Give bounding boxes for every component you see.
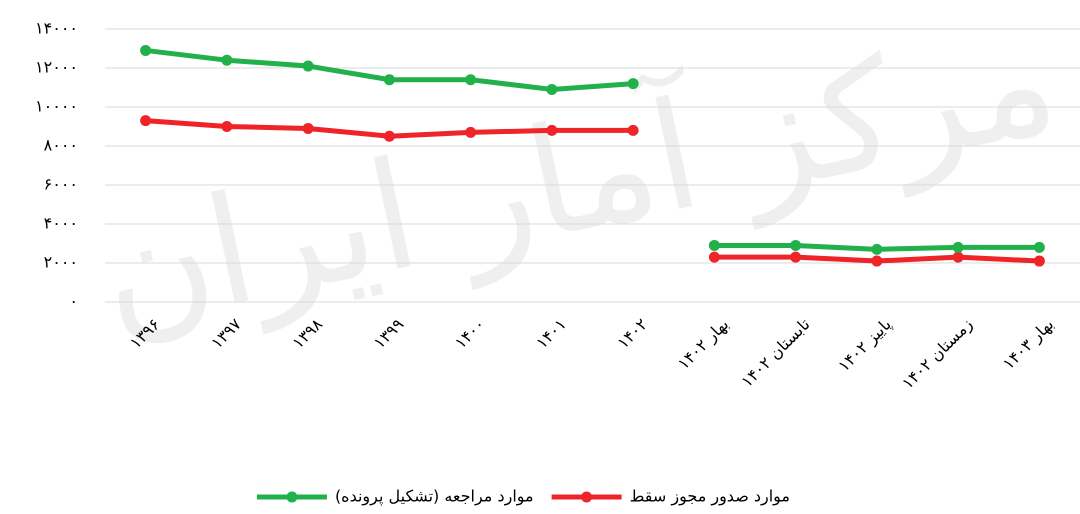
x-tick-label: ۱۳۹۹ (370, 315, 408, 353)
x-tick-label: ۱۴۰۲ (613, 315, 651, 353)
point (383, 130, 395, 142)
y-tick-label: ۴۰۰۰ (44, 214, 78, 233)
point (140, 44, 152, 56)
point (465, 126, 477, 138)
point (952, 241, 964, 253)
point (1033, 241, 1045, 253)
y-tick-label: ۱۴۰۰۰ (35, 19, 78, 38)
y-tick-label: ۸۰۰۰ (44, 136, 78, 155)
legend-label: موارد صدور مجوز سقط (630, 487, 790, 507)
point (140, 115, 152, 127)
point (790, 251, 802, 263)
point (952, 251, 964, 263)
y-tick-label: ۱۰۰۰۰ (35, 97, 78, 116)
point (383, 74, 395, 86)
point (871, 255, 883, 267)
point (302, 122, 314, 134)
point (221, 121, 233, 132)
y-tick-label: ۰ (69, 292, 78, 311)
point (302, 60, 314, 72)
x-tick-label: بهار ۱۴۰۳ (999, 315, 1058, 374)
watermark: مرکز آمار ایران (84, 0, 1071, 365)
legend-dot (286, 491, 298, 503)
x-tick-label: بهار ۱۴۰۲ (674, 315, 733, 374)
legend-label: موارد مراجعه (تشکیل پرونده) (335, 487, 534, 507)
y-tick-label: ۱۲۰۰۰ (35, 58, 78, 77)
point (871, 243, 883, 255)
x-tick-label: پاییز ۱۴۰۲ (834, 315, 895, 376)
x-tick-label: تابستان ۱۴۰۲ (737, 315, 813, 391)
x-tick-label: ۱۴۰۱ (532, 315, 570, 353)
x-tick-label: ۱۴۰۰ (451, 315, 489, 353)
point (546, 83, 558, 95)
point (708, 251, 720, 263)
y-tick-label: ۲۰۰۰ (44, 253, 78, 272)
point (627, 124, 639, 136)
point (708, 239, 720, 251)
point (221, 54, 233, 66)
point (627, 78, 639, 90)
point (1033, 255, 1045, 267)
y-tick-label: ۶۰۰۰ (44, 175, 78, 194)
point (546, 124, 558, 136)
point (790, 239, 802, 251)
x-tick-label: زمستان ۱۴۰۲ (898, 315, 977, 394)
legend-dot (581, 491, 593, 503)
point (465, 74, 477, 86)
